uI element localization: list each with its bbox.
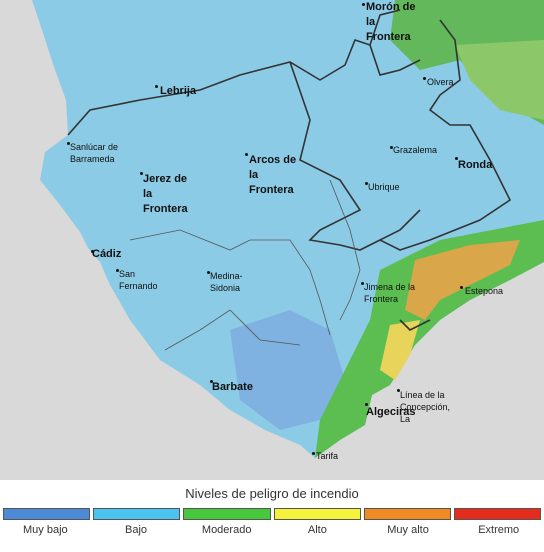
legend-swatch (273, 508, 361, 520)
place-dot (365, 403, 368, 406)
legend-swatch (183, 508, 271, 520)
place-label: Olvera (427, 77, 454, 87)
legend-label: Moderado (201, 524, 252, 536)
place-dot (423, 77, 426, 80)
map-base (0, 0, 544, 480)
place-label: Lebrija (160, 85, 197, 97)
place-dot (67, 142, 70, 145)
place-label: Medina-Sidonia (210, 271, 243, 294)
legend-swatch (93, 508, 181, 520)
place-label: Línea de la Concepción, La (400, 390, 451, 425)
place-dot (312, 452, 315, 455)
place-dot (207, 271, 210, 274)
place-label: Barbate (212, 381, 253, 393)
place-label: Tarifa (316, 451, 339, 461)
place-dot (155, 85, 158, 88)
place-dot (460, 286, 463, 289)
place-dot (365, 182, 368, 185)
place-dot (140, 172, 143, 175)
place-label: Sanlúcar de Barrameda (70, 142, 119, 165)
place-label: Jimena de la Frontera (364, 282, 416, 305)
place-label: Estepona (465, 286, 504, 296)
legend-swatch (3, 508, 91, 520)
place-dot (91, 250, 94, 253)
place-dot (116, 269, 119, 272)
place-label: Algeciras (366, 406, 416, 418)
legend-label: Alto (307, 524, 327, 536)
place-label: Cádiz (92, 248, 122, 260)
legend-label: Muy alto (387, 524, 429, 536)
legend-bar (3, 508, 544, 520)
place-label: Jerez de la Frontera (143, 173, 188, 215)
place-dot (455, 157, 458, 160)
place-dot (210, 380, 213, 383)
place-label: Arcos de la Frontera (249, 154, 297, 196)
legend-title: Niveles de peligro de incendio (185, 486, 359, 501)
legend-labels: Muy bajo Bajo Moderado Alto Muy alto Extremo (0, 524, 544, 536)
legend-label: Muy bajo (23, 524, 68, 536)
map: Morón de la Frontera Lebrija Olvera Sanlúca… (0, 0, 544, 480)
legend-label: Bajo (124, 524, 148, 536)
place-dot (397, 389, 400, 392)
place-label: Ronda (458, 159, 493, 171)
place-label: San Fernando (119, 269, 158, 292)
place-dot (245, 153, 248, 156)
legend-label: Extremo (478, 524, 520, 536)
place-label: Ubrique (368, 182, 400, 192)
legend-swatch (453, 508, 542, 520)
legend-swatch (363, 508, 451, 520)
place-dot (390, 146, 393, 149)
place-dot (362, 3, 365, 6)
place-label: Morón de la Frontera (366, 1, 416, 43)
place-dot (361, 282, 364, 285)
place-label: Grazalema (393, 145, 438, 155)
